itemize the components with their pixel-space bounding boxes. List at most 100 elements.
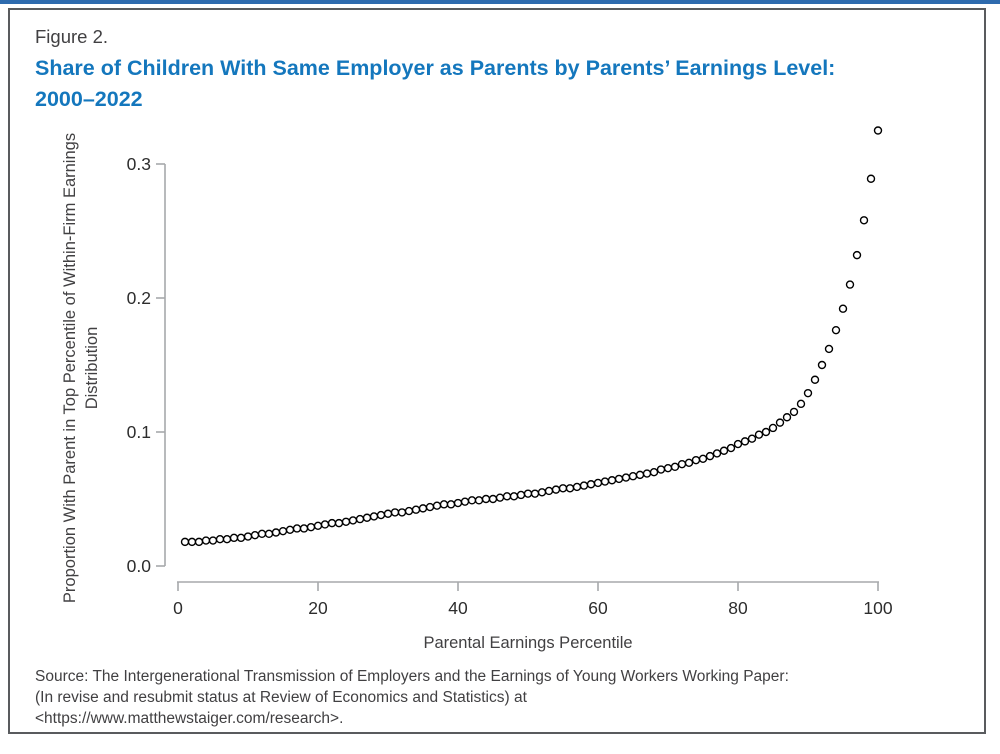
data-point xyxy=(866,174,876,183)
data-point xyxy=(817,360,827,370)
source-line: Source: The Intergenerational Transmissi… xyxy=(35,668,789,685)
data-point xyxy=(257,529,267,539)
data-point xyxy=(572,482,582,492)
data-point xyxy=(705,451,715,461)
figure-number-label: Figure 2. xyxy=(35,26,109,47)
data-point xyxy=(376,510,386,520)
data-point xyxy=(383,509,393,518)
y-tick-label: 0.1 xyxy=(127,422,151,442)
data-point xyxy=(635,470,645,480)
data-point xyxy=(488,494,498,504)
data-point xyxy=(691,455,701,465)
data-point xyxy=(285,525,295,535)
data-point xyxy=(761,427,771,437)
x-tick-label: 80 xyxy=(728,598,748,618)
data-point xyxy=(215,535,225,544)
data-point xyxy=(243,532,253,541)
data-point xyxy=(775,418,785,427)
data-point xyxy=(474,496,484,505)
data-point xyxy=(684,458,694,468)
data-point xyxy=(425,502,435,512)
data-point xyxy=(271,528,281,537)
data-point xyxy=(621,473,631,482)
data-point xyxy=(740,437,750,446)
data-point xyxy=(796,399,806,409)
data-point xyxy=(348,516,358,525)
data-point xyxy=(726,443,736,453)
data-point xyxy=(404,506,414,516)
data-point xyxy=(453,498,463,508)
data-point xyxy=(299,524,309,533)
x-tick-label: 100 xyxy=(863,598,892,618)
data-point xyxy=(292,524,302,533)
data-point xyxy=(418,504,428,513)
data-point xyxy=(642,469,652,478)
data-point xyxy=(558,484,568,493)
data-point xyxy=(390,508,400,517)
data-point xyxy=(362,513,372,522)
figure-title: Share of Children With Same Employer as … xyxy=(35,56,836,111)
data-point xyxy=(873,126,883,135)
data-point xyxy=(208,536,218,545)
data-point xyxy=(747,434,757,443)
data-point xyxy=(327,518,337,528)
y-axis-title-line1: Proportion With Parent in Top Percentile… xyxy=(61,291,79,604)
data-point xyxy=(607,476,617,485)
x-axis-title: Parental Earnings Percentile xyxy=(423,634,633,652)
figure-frame xyxy=(8,8,986,734)
data-point xyxy=(334,518,344,528)
data-point xyxy=(446,500,456,509)
data-point xyxy=(859,216,869,225)
data-point xyxy=(593,478,603,488)
x-tick-label: 40 xyxy=(448,598,468,618)
data-point xyxy=(313,521,323,530)
data-point xyxy=(355,514,365,524)
data-point xyxy=(481,494,491,504)
y-tick-label: 0.2 xyxy=(127,288,151,308)
data-point xyxy=(306,522,316,532)
x-tick-label: 20 xyxy=(308,598,328,618)
data-point xyxy=(719,446,729,455)
x-tick-label: 0 xyxy=(173,598,183,618)
data-point xyxy=(831,325,841,335)
data-point xyxy=(586,480,596,489)
data-point xyxy=(341,517,351,526)
data-point xyxy=(614,474,624,484)
data-point xyxy=(320,520,330,529)
data-point xyxy=(803,388,813,398)
data-point xyxy=(838,304,848,313)
data-point xyxy=(236,533,246,543)
data-point xyxy=(439,500,449,509)
data-point xyxy=(250,530,260,540)
data-point xyxy=(187,537,197,547)
data-point xyxy=(509,492,519,501)
data-point xyxy=(810,375,820,384)
data-point xyxy=(579,481,589,490)
data-point xyxy=(670,462,680,472)
data-point xyxy=(677,459,687,469)
data-point xyxy=(544,486,554,496)
data-point xyxy=(824,344,834,354)
data-point xyxy=(278,526,288,536)
data-point xyxy=(530,489,540,498)
data-point xyxy=(432,501,442,510)
data-point xyxy=(369,512,379,521)
data-point xyxy=(628,472,638,481)
data-point xyxy=(502,492,512,501)
data-point xyxy=(201,536,211,545)
source-line: (In revise and resubmit status at Review… xyxy=(35,689,527,706)
data-point xyxy=(789,407,799,417)
data-point xyxy=(551,485,561,494)
data-point xyxy=(656,465,666,474)
data-point xyxy=(229,533,239,543)
data-point xyxy=(194,537,204,547)
y-axis-title: Proportion With Parent in Top Percentile… xyxy=(59,108,103,628)
data-point xyxy=(565,484,575,493)
data-point xyxy=(264,529,274,539)
data-point xyxy=(782,413,792,422)
data-point xyxy=(222,535,232,544)
x-tick-label: 60 xyxy=(588,598,608,618)
top-accent-bar xyxy=(0,0,1000,4)
